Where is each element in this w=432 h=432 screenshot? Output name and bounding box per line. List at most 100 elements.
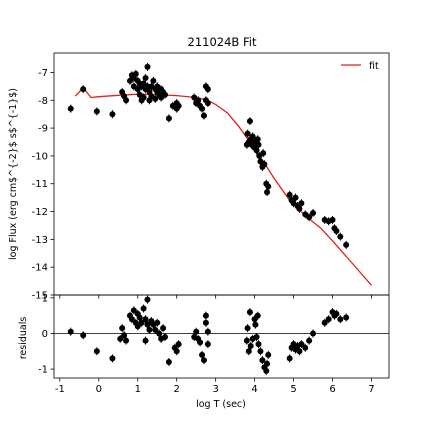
flux-point [195, 97, 202, 104]
residual-point [246, 309, 253, 316]
flux-point [244, 130, 251, 137]
flux-y-tick-label: -9 [38, 124, 48, 135]
residual-point [80, 332, 87, 339]
residual-point [162, 334, 169, 341]
flux-point [150, 77, 157, 84]
flux-point [142, 75, 149, 82]
x-tick-label: 5 [290, 384, 296, 395]
flux-point [152, 95, 159, 102]
flux-y-tick-label: -14 [32, 263, 48, 274]
flux-point [204, 100, 211, 107]
residual-point [286, 355, 293, 362]
flux-y-ticks: -15 -14 -13 -12 -11 -10 -9 -8 -7 [32, 68, 54, 302]
flux-point [310, 209, 317, 216]
residual-point [152, 326, 159, 333]
residual-point [128, 316, 135, 323]
chart-title: 211024B Fit [188, 35, 257, 49]
flux-panel-frame [53, 52, 390, 296]
residual-point [140, 305, 147, 312]
fit-line [74, 86, 372, 286]
residual-point [343, 314, 350, 321]
flux-point [200, 112, 207, 119]
flux-point [123, 97, 130, 104]
flux-point [249, 133, 256, 140]
residual-point [160, 325, 167, 332]
residuals-y-axis-label: residuals [18, 317, 29, 360]
flux-points-group [67, 62, 350, 249]
residual-point [310, 330, 317, 337]
residual-point [173, 348, 180, 355]
flux-point [144, 63, 151, 70]
flux-point [175, 102, 182, 109]
residual-point [123, 337, 130, 344]
residual-point [325, 316, 332, 323]
residual-points-group [67, 295, 350, 375]
residual-point [306, 337, 313, 344]
flux-point [265, 183, 272, 190]
flux-panel: -15 -14 -13 -12 -11 -10 -9 -8 -7 log Flux (erg c… [8, 52, 390, 302]
x-tick-label: 4 [251, 384, 257, 395]
residual-point [298, 341, 305, 348]
residual-point [202, 312, 209, 319]
residual-point [109, 355, 116, 362]
residual-point [254, 312, 261, 319]
residual-point [259, 357, 266, 364]
x-tick-label: -1 [55, 384, 65, 395]
residual-point [197, 339, 204, 346]
flux-point [140, 94, 147, 101]
flux-point [264, 189, 271, 196]
flux-point [67, 105, 74, 112]
residual-point [255, 341, 262, 348]
flux-point [93, 108, 100, 115]
residual-point [252, 321, 259, 328]
legend: fit [341, 61, 379, 72]
residual-point [200, 357, 207, 364]
flux-point [255, 141, 262, 148]
residual-point [321, 319, 328, 326]
flux-y-tick-label: -10 [32, 151, 48, 162]
x-axis-label: log T (sec) [196, 399, 246, 410]
residuals-panel: -1 0 1 -1 0 1 2 3 4 5 6 7 residuals log T (sec) [18, 293, 390, 410]
residual-point [243, 337, 250, 344]
residual-point [142, 337, 149, 344]
residual-point [302, 344, 309, 351]
residual-point [337, 316, 344, 323]
flux-point [199, 105, 206, 112]
residual-point [253, 334, 260, 341]
flux-y-axis-label: log Flux (erg cm$^{-2}$ s$^{-1}$) [8, 88, 19, 260]
flux-point [253, 147, 260, 154]
x-tick-label: 1 [135, 384, 141, 395]
flux-y-tick-label: -15 [32, 291, 48, 302]
residual-point [154, 319, 161, 326]
flux-point [306, 214, 313, 221]
flux-point [80, 86, 87, 93]
flux-point [132, 70, 139, 77]
flux-point [343, 241, 350, 248]
residuals-panel-frame [53, 294, 390, 379]
flux-point [204, 86, 211, 93]
residual-point [119, 325, 126, 332]
residual-point [138, 319, 145, 326]
residual-point [144, 296, 151, 303]
legend-fit-label: fit [369, 61, 379, 72]
x-tick-label: 2 [174, 384, 180, 395]
residual-point [130, 307, 137, 314]
residual-point [193, 328, 200, 335]
flux-y-tick-label: -7 [38, 68, 48, 79]
flux-point [254, 136, 261, 143]
flux-point [337, 233, 344, 240]
x-tick-label: 7 [368, 384, 374, 395]
flux-x-ticks [59, 295, 372, 299]
residual-point [247, 342, 254, 349]
residual-point [263, 367, 270, 374]
residual-point [333, 310, 340, 317]
residual-point [117, 335, 124, 342]
x-tick-label: 0 [96, 384, 102, 395]
residual-point [244, 325, 251, 332]
residuals-y-tick-label: 0 [42, 329, 48, 340]
flux-point [261, 161, 268, 168]
residual-point [146, 326, 153, 333]
flux-y-tick-label: -11 [32, 179, 48, 190]
flux-point [329, 216, 336, 223]
